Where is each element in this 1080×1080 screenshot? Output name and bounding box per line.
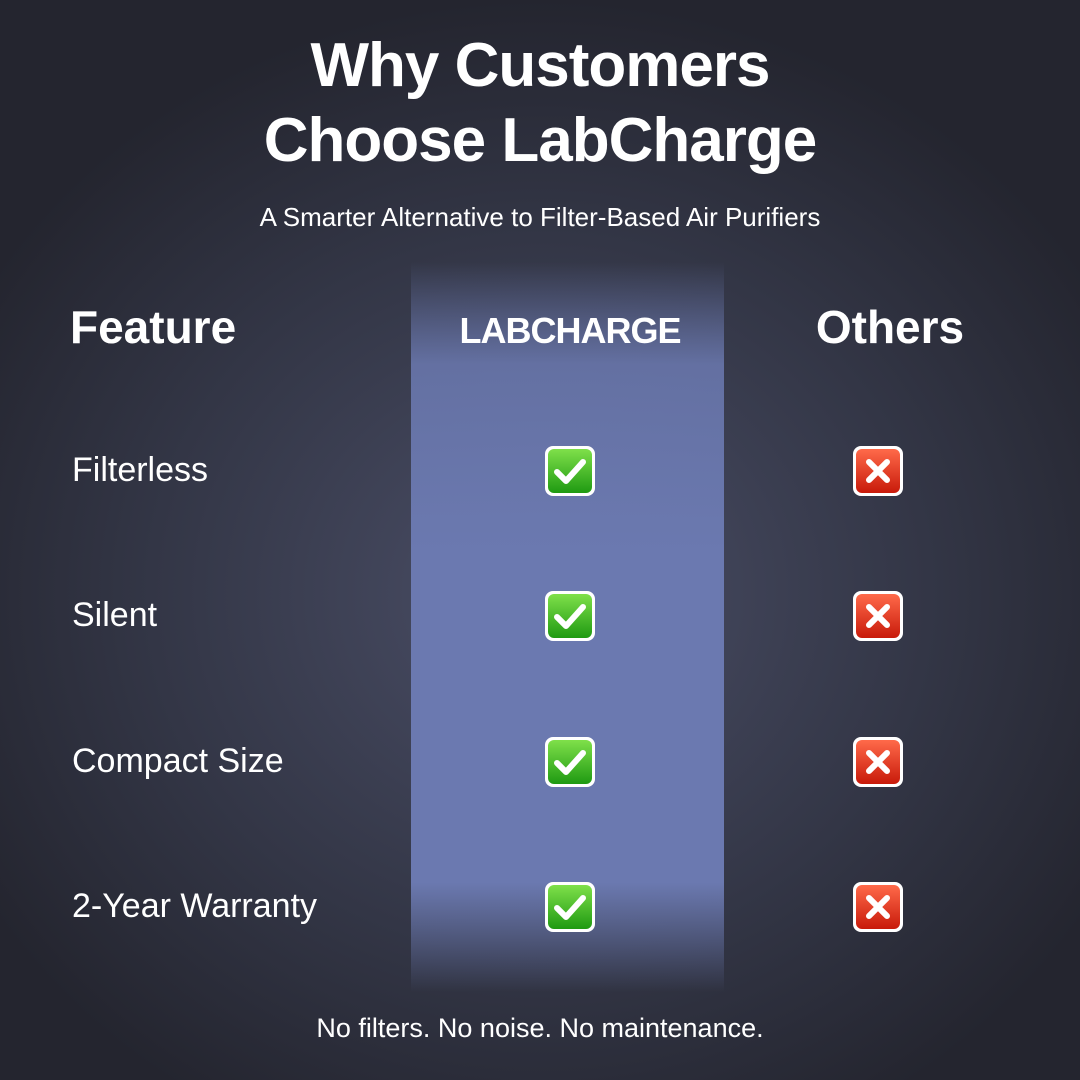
column-header: Others — [815, 301, 965, 353]
cross-icon — [851, 735, 905, 794]
check-icon — [543, 444, 597, 503]
feature-label: Silent — [72, 596, 158, 634]
cross-icon — [851, 589, 905, 648]
column-header: Feature — [70, 301, 237, 353]
footer: No filters. No noise. No maintenance. — [316, 1013, 764, 1043]
feature-label: Compact Size — [72, 742, 284, 780]
title: Why Customers — [310, 31, 771, 100]
check-icon — [543, 735, 597, 794]
check-icon — [543, 589, 597, 648]
subtitle: A Smarter Alternative to Filter-Based Ai… — [259, 202, 821, 232]
feature-label: 2-Year Warranty — [72, 887, 318, 925]
feature-label: Filterless — [72, 451, 209, 489]
cross-icon — [851, 880, 905, 939]
title: Choose LabCharge — [263, 106, 817, 175]
cross-icon — [851, 444, 905, 503]
brand-logo: LABCHARGE — [459, 310, 682, 351]
check-icon — [543, 880, 597, 939]
